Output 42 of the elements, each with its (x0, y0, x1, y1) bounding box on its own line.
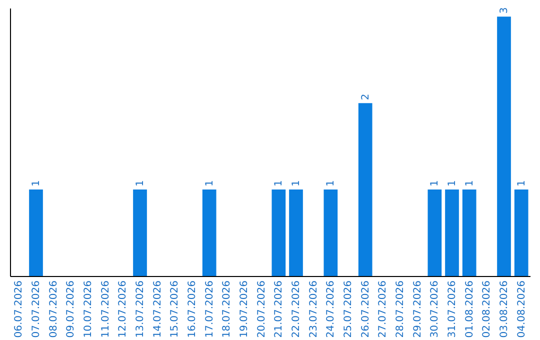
x-tick-label: 22.07.2026 (291, 280, 302, 338)
x-tick-label: 20.07.2026 (256, 280, 268, 338)
x-tick-label: 16.07.2026 (187, 280, 198, 338)
x-tick-label: 01.08.2026 (464, 280, 476, 338)
x-tick-label: 09.07.2026 (66, 280, 77, 338)
data-label: 1 (291, 180, 302, 187)
x-tick-label: 15.07.2026 (170, 280, 181, 338)
x-tick-label: 25.07.2026 (343, 280, 354, 338)
x-tick-label: 07.07.2026 (31, 280, 42, 338)
data-label: 1 (464, 180, 476, 187)
x-tick-label: 02.08.2026 (482, 280, 493, 338)
data-label: 1 (447, 180, 458, 187)
x-tick-label: 03.08.2026 (499, 280, 510, 338)
data-label: 1 (430, 180, 441, 187)
x-tick-label: 04.08.2026 (516, 280, 528, 338)
data-label: 1 (326, 180, 337, 187)
data-label: 1 (274, 180, 285, 187)
x-tick-label: 10.07.2026 (83, 280, 94, 338)
x-tick-label: 14.07.2026 (152, 280, 164, 338)
x-tick-label: 06.07.2026 (14, 280, 25, 338)
x-tick-label: 12.07.2026 (118, 280, 129, 338)
data-label: 1 (31, 180, 42, 187)
data-label: 1 (516, 180, 528, 187)
x-tick-label: 28.07.2026 (395, 280, 406, 338)
x-tick-label: 24.07.2026 (326, 280, 337, 338)
x-tick-label: 27.07.2026 (378, 280, 389, 338)
data-label: 1 (204, 180, 216, 187)
data-label: 3 (499, 7, 510, 14)
x-tick-label: 19.07.2026 (239, 280, 250, 338)
x-tick-label: 30.07.2026 (430, 280, 441, 338)
x-tick-label: 18.07.2026 (222, 280, 233, 338)
x-tick-label: 31.07.2026 (447, 280, 458, 338)
x-tick-label: 23.07.2026 (308, 280, 320, 338)
data-label: 2 (360, 94, 372, 100)
x-tick-label: 11.07.2026 (100, 280, 112, 338)
x-tick-label: 29.07.2026 (412, 280, 424, 338)
x-tick-label: 26.07.2026 (360, 280, 372, 338)
x-tick-label: 17.07.2026 (204, 280, 216, 338)
data-label: 1 (135, 180, 146, 187)
x-tick-label: 13.07.2026 (135, 280, 146, 338)
x-tick-label: 08.07.2026 (48, 280, 60, 338)
x-tick-label: 21.07.2026 (274, 280, 285, 338)
